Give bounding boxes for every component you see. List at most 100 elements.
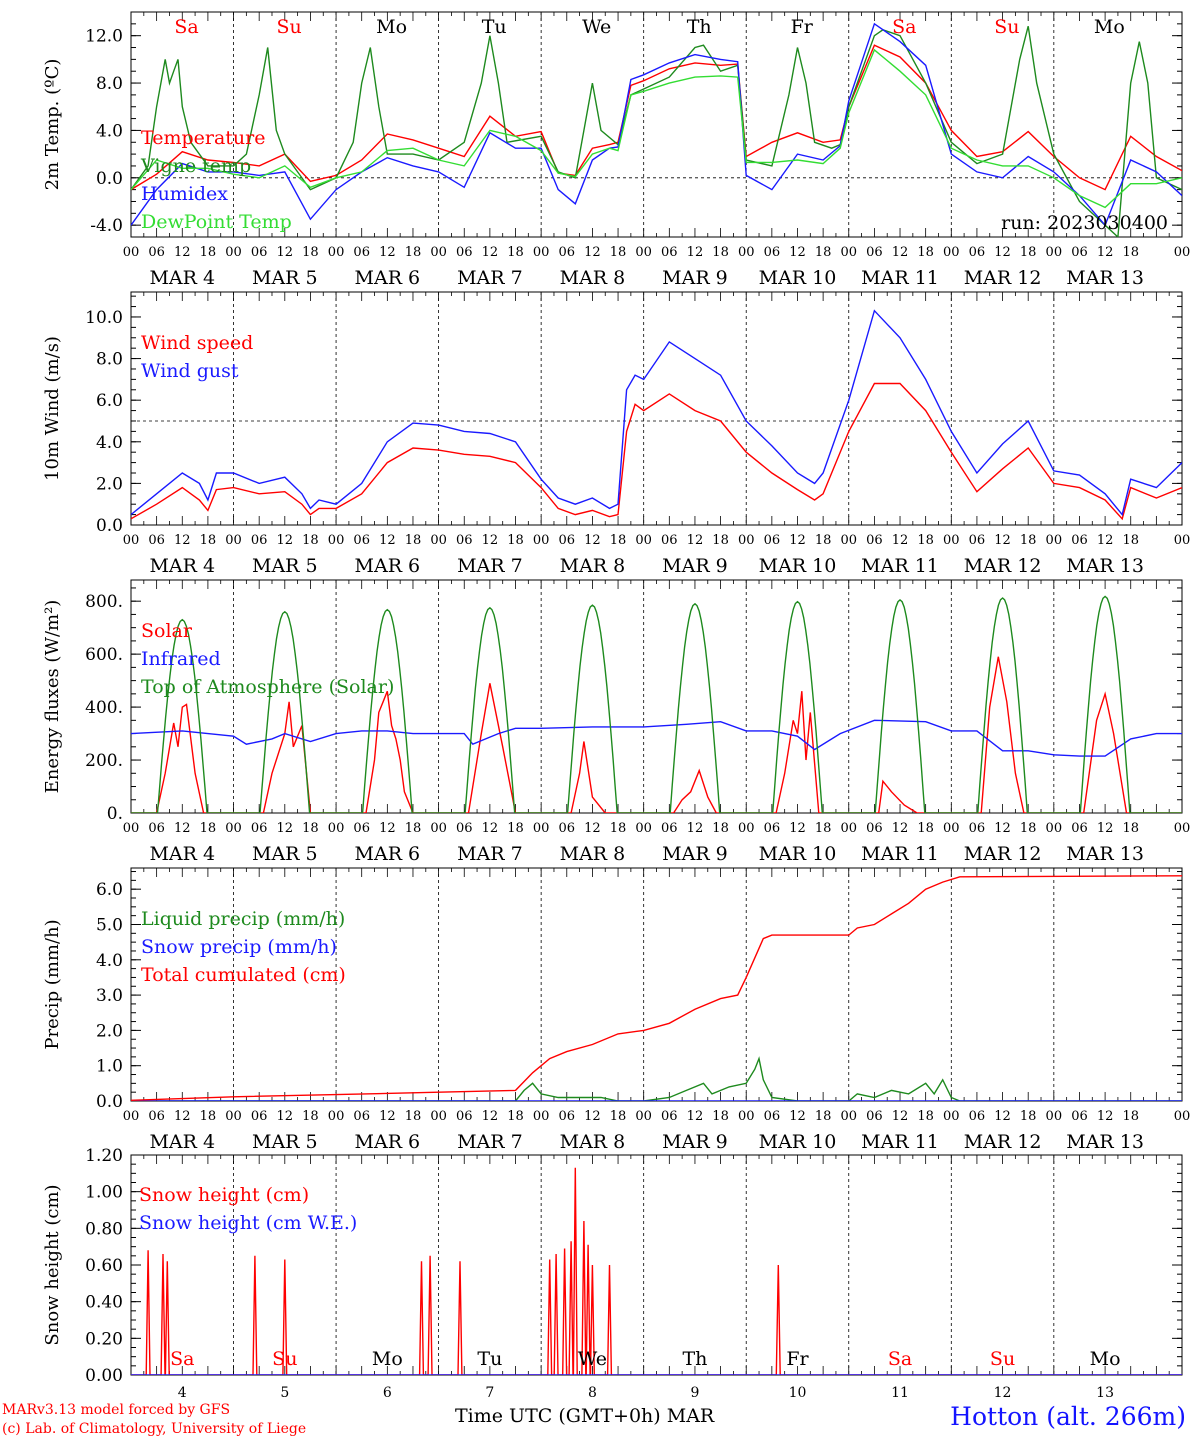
day-number: 11 <box>891 1385 909 1400</box>
plot-frame <box>130 11 1183 238</box>
hour-label: 12 <box>994 533 1011 548</box>
hour-label: 18 <box>610 1109 627 1124</box>
x-axis-title: Time UTC (GMT+0h) MAR <box>455 1405 714 1427</box>
hour-label: 00 <box>738 245 755 260</box>
hour-label: 06 <box>456 821 473 836</box>
weekday-label: Sa <box>170 1348 194 1370</box>
hour-label: 12 <box>277 533 294 548</box>
hour-label: 18 <box>507 245 524 260</box>
y-tick-label: 0.60 <box>85 1256 123 1276</box>
weekday-label: Mo <box>1094 16 1125 38</box>
y-tick-label: 600. <box>85 645 123 665</box>
weekday-label: Th <box>687 16 712 38</box>
date-label: MAR 11 <box>861 267 939 289</box>
y-tick-label: 2.0 <box>96 1021 123 1041</box>
hour-label: 18 <box>1020 821 1037 836</box>
hour-label: 18 <box>507 821 524 836</box>
date-label: MAR 11 <box>861 555 939 577</box>
hour-label: 06 <box>969 1109 986 1124</box>
date-label: MAR 4 <box>149 1131 215 1153</box>
hour-label: 12 <box>379 245 396 260</box>
legend-entry: Solar <box>141 620 193 642</box>
y-tick-label: 0.20 <box>85 1329 123 1349</box>
hour-label: 00 <box>943 533 960 548</box>
weekday-label: Tu <box>477 1348 502 1370</box>
hour-label: 00 <box>430 533 447 548</box>
date-label: MAR 9 <box>662 555 728 577</box>
date-label: MAR 8 <box>560 843 626 865</box>
hour-label: 06 <box>661 245 678 260</box>
hour-label: 18 <box>712 245 729 260</box>
hour-label: 00 <box>328 1109 345 1124</box>
hour-label: 12 <box>687 533 704 548</box>
hour-label: 00 <box>840 821 857 836</box>
hour-label: 12 <box>277 245 294 260</box>
hour-label: 06 <box>764 245 781 260</box>
hour-label: 18 <box>1122 1109 1139 1124</box>
model-credit: MARv3.13 model forced by GFS <box>2 1402 231 1418</box>
date-label: MAR 8 <box>560 267 626 289</box>
hour-label: 00 <box>533 533 550 548</box>
hour-label: 06 <box>661 821 678 836</box>
series-line <box>131 26 1182 237</box>
hour-label: 00 <box>328 821 345 836</box>
y-tick-label: 0.00 <box>85 1366 123 1386</box>
hour-label: 18 <box>302 1109 319 1124</box>
hour-label: 12 <box>1097 245 1114 260</box>
hour-label: 18 <box>405 533 422 548</box>
legend-entry: Snow height (cm) <box>139 1184 309 1206</box>
y-tick-label: 800. <box>85 592 123 612</box>
hour-label: 00 <box>225 245 242 260</box>
date-label: MAR 7 <box>457 1131 523 1153</box>
y-axis-label: Snow height (cm) <box>42 1184 63 1345</box>
series-line <box>131 875 1182 1101</box>
plot-frame <box>130 291 1183 526</box>
day-number: 12 <box>994 1385 1012 1400</box>
hour-label: 12 <box>379 1109 396 1124</box>
weekday-label: Sa <box>174 16 198 38</box>
y-tick-label: 2.0 <box>96 474 123 494</box>
date-label: MAR 13 <box>1066 843 1144 865</box>
y-tick-label: 6.0 <box>96 391 123 411</box>
weekday-label: Fr <box>791 16 814 38</box>
hour-label: 18 <box>405 245 422 260</box>
hour-label: 18 <box>1122 245 1139 260</box>
hour-label: 06 <box>353 533 370 548</box>
y-tick-label: 400. <box>85 698 123 718</box>
hour-label: 18 <box>610 533 627 548</box>
y-tick-label: 10.0 <box>85 308 123 328</box>
hour-label: 00 <box>123 245 140 260</box>
weekday-label: Mo <box>376 16 407 38</box>
y-tick-label: 0.0 <box>96 516 123 536</box>
hour-label: 18 <box>917 821 934 836</box>
weekday-label: Mo <box>1090 1348 1121 1370</box>
hour-label: 12 <box>482 821 499 836</box>
date-label: MAR 12 <box>964 1131 1042 1153</box>
hour-label: 12 <box>584 533 601 548</box>
hour-label: 06 <box>866 1109 883 1124</box>
weekday-label: Fr <box>786 1348 809 1370</box>
hour-label: 00 <box>943 245 960 260</box>
y-tick-label: 0.0 <box>96 169 123 189</box>
month-label: MAR <box>666 1405 715 1427</box>
hour-label: 06 <box>969 245 986 260</box>
hour-label: 18 <box>405 821 422 836</box>
hour-label: 00 <box>1174 1109 1191 1124</box>
legend-entry: Temperature <box>141 127 265 149</box>
y-axis-label: Precip (mm/h) <box>42 919 63 1049</box>
hour-label: 12 <box>892 1109 909 1124</box>
hour-label: 12 <box>892 821 909 836</box>
hour-label: 00 <box>225 533 242 548</box>
hour-label: 18 <box>917 245 934 260</box>
hour-label: 12 <box>1097 1109 1114 1124</box>
hour-label: 18 <box>917 1109 934 1124</box>
date-label: MAR 10 <box>759 1131 837 1153</box>
hour-label: 12 <box>277 1109 294 1124</box>
series-line <box>131 22 1182 227</box>
hour-label: 00 <box>738 1109 755 1124</box>
hour-label: 00 <box>635 533 652 548</box>
date-label: MAR 6 <box>355 555 421 577</box>
hour-label: 12 <box>687 821 704 836</box>
series-line <box>131 44 1182 191</box>
hour-label: 06 <box>251 245 268 260</box>
